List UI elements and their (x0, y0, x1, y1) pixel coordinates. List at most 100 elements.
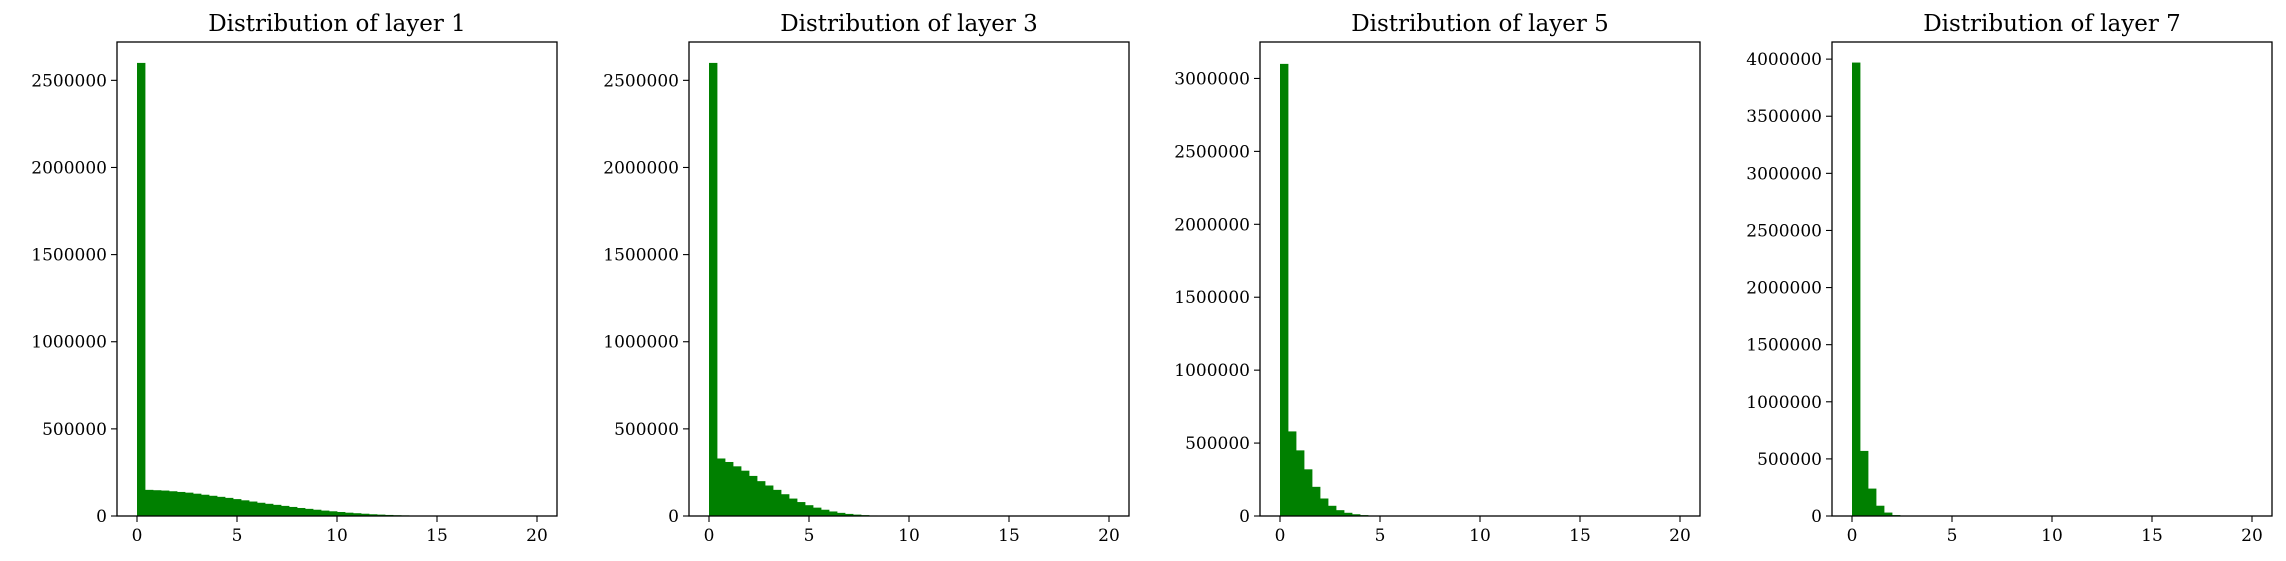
y-tick-label: 2500000 (1746, 221, 1822, 241)
axes-frame (1259, 41, 1701, 517)
histogram-bar (1336, 510, 1345, 516)
histogram-bar (1312, 486, 1321, 516)
x-tick-label: 0 (1847, 526, 1858, 546)
histogram-bar (225, 497, 234, 516)
chart-title: Distribution of layer 5 (1351, 11, 1609, 37)
y-tick-label: 500000 (1185, 434, 1250, 454)
histogram-bar (193, 493, 202, 516)
y-tick-label: 3500000 (1746, 107, 1822, 127)
y-tick-label: 2500000 (1174, 142, 1250, 162)
histogram-bar (1352, 514, 1361, 516)
histogram-bar (765, 485, 774, 516)
y-tick-label: 1000000 (1174, 361, 1250, 381)
x-tick-label: 0 (704, 526, 715, 546)
histogram-bar (845, 513, 854, 516)
histogram-bar (717, 458, 726, 516)
histogram-bar (1288, 431, 1297, 516)
histogram-bar (709, 62, 718, 516)
y-tick-label: 500000 (614, 420, 679, 440)
histogram-bar (369, 514, 378, 516)
histogram-bar (201, 494, 210, 516)
chart-panel-3: 0 5 10 15 20 0 500000 1000000 1500000 2000000 2500… (1174, 11, 1701, 546)
histogram-bar (289, 506, 298, 516)
histogram-bar (1860, 450, 1869, 516)
y-tick-label: 2500000 (31, 71, 107, 91)
y-tick-label: 4000000 (1746, 50, 1822, 70)
chart-title: Distribution of layer 7 (1923, 11, 2181, 37)
histogram-bar (1296, 450, 1305, 516)
histogram-bar (837, 512, 846, 516)
x-tick-label: 10 (2041, 526, 2063, 546)
x-tick-label: 15 (998, 526, 1020, 546)
y-tick-label: 0 (668, 507, 679, 527)
chart-panel-2: 0 5 10 15 20 0 500000 1000000 1500000 2000000 2500… (603, 11, 1130, 546)
histogram-bar (177, 491, 186, 516)
histogram-bar (1884, 512, 1893, 516)
histogram-bar (377, 514, 386, 516)
histogram-bar (829, 511, 838, 516)
histogram-bar (813, 507, 822, 516)
x-tick-label: 5 (232, 526, 243, 546)
chart-title: Distribution of layer 1 (208, 11, 466, 37)
y-tick-label: 2000000 (31, 158, 107, 178)
y-tick-label: 2000000 (1746, 279, 1822, 299)
y-tick-label: 0 (1811, 507, 1822, 527)
histogram-bar (1304, 469, 1313, 516)
y-tick-label: 2500000 (603, 71, 679, 91)
histogram-bar (1876, 505, 1885, 516)
histogram-bar (209, 495, 218, 516)
x-tick-label: 5 (1375, 526, 1386, 546)
histogram-bar (345, 512, 354, 516)
y-tick-label: 0 (1239, 507, 1250, 527)
x-tick-label: 10 (1469, 526, 1491, 546)
histogram-bar (233, 499, 242, 516)
x-tick-label: 10 (898, 526, 920, 546)
axes-frame (688, 41, 1130, 517)
y-tick-label: 3000000 (1174, 69, 1250, 89)
chart-title: Distribution of layer 3 (780, 11, 1038, 37)
histogram-bar (265, 503, 274, 516)
histogram-bar (749, 475, 758, 516)
x-tick-label: 0 (1275, 526, 1286, 546)
histogram-bar (337, 511, 346, 516)
histogram-bar (1328, 505, 1337, 516)
histogram-bar (1868, 488, 1877, 516)
x-tick-label: 5 (804, 526, 815, 546)
x-tick-label: 0 (132, 526, 143, 546)
histogram-bar (281, 505, 290, 516)
x-tick-label: 5 (1947, 526, 1958, 546)
y-tick-label: 2000000 (603, 158, 679, 178)
histogram-bar (789, 498, 798, 516)
histogram-bar (773, 489, 782, 516)
histogram-bar (297, 507, 306, 516)
y-tick-label: 500000 (42, 420, 107, 440)
y-tick-label: 1000000 (1746, 393, 1822, 413)
x-tick-label: 15 (1569, 526, 1591, 546)
x-tick-label: 15 (426, 526, 448, 546)
histogram-bar (733, 466, 742, 516)
y-tick-label: 500000 (1757, 450, 1822, 470)
axes-frame (116, 41, 558, 517)
y-tick-label: 2000000 (1174, 215, 1250, 235)
y-tick-label: 1500000 (1174, 288, 1250, 308)
histogram-bar (1852, 62, 1861, 517)
histogram-bar (725, 461, 734, 516)
histogram-bar (1280, 63, 1289, 516)
histogram-bar (821, 509, 830, 516)
histogram-bar (137, 62, 146, 516)
histogram-bar (321, 510, 330, 516)
chart-panel-4: 0 5 10 15 20 0 500000 1000000 1500000 2000000 2500… (1746, 11, 2273, 546)
x-tick-label: 20 (2241, 526, 2263, 546)
histogram-bar (273, 504, 282, 516)
histogram-bars (709, 62, 934, 516)
x-tick-label: 20 (1098, 526, 1120, 546)
histogram-bar (741, 470, 750, 516)
histogram-bar (313, 509, 322, 516)
y-tick-label: 1500000 (1746, 336, 1822, 356)
histogram-bar (145, 489, 154, 516)
histogram-bars (1280, 63, 1417, 516)
histogram-bar (305, 508, 314, 516)
y-tick-label: 1000000 (31, 333, 107, 353)
histogram-bar (241, 500, 250, 516)
